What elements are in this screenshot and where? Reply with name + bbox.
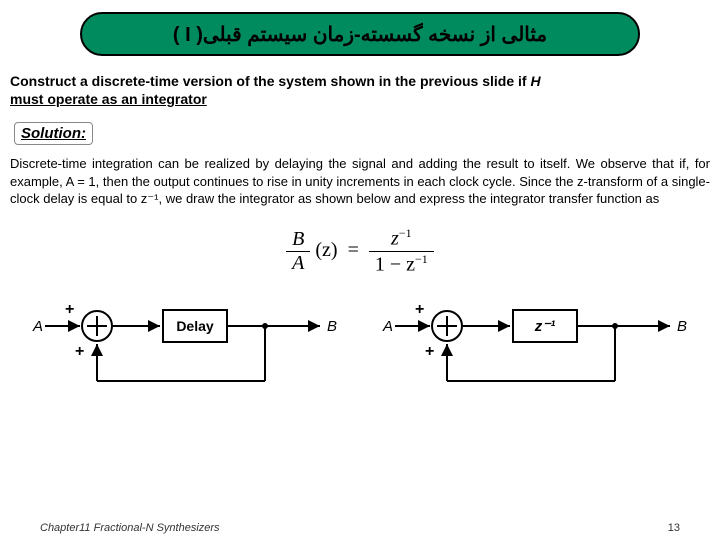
plus-top-left: + — [65, 301, 74, 318]
prompt-c: must operate as an integrator — [10, 91, 207, 107]
eq-left-den: A — [292, 252, 304, 274]
label-b-right: B — [677, 318, 687, 335]
prompt-h: H — [530, 73, 540, 89]
delay-label: Delay — [176, 318, 214, 334]
z-label: z⁻¹ — [534, 318, 555, 335]
eq-z: (z) — [315, 239, 337, 261]
label-b-left: B — [327, 318, 337, 335]
prompt-text: Construct a discrete-time version of the… — [10, 72, 710, 108]
body-text: Discrete-time integration can be realize… — [10, 155, 710, 208]
eq-left-num: B — [292, 228, 304, 250]
title-banner: مثالی از نسخه گسسته-زمان سیستم قبلی( I ) — [80, 12, 640, 56]
plus-bottom-right: + — [425, 343, 434, 360]
label-a: A — [32, 318, 43, 335]
prompt-a: Construct a discrete-time version of the… — [10, 73, 530, 89]
label-a-right: A — [382, 318, 393, 335]
footer-chapter: Chapter11 Fractional-N Synthesizers — [40, 522, 220, 534]
plus-top-right: + — [415, 301, 424, 318]
eq-right-num: z — [391, 228, 399, 250]
diagram-delay: A + Delay B + — [25, 286, 345, 406]
diagrams-row: A + Delay B + A + — [0, 286, 720, 406]
solution-label: Solution: — [14, 122, 93, 145]
diagram-z: A + z⁻¹ B + — [375, 286, 695, 406]
eq-right-den-a: 1 − z — [375, 253, 415, 275]
equation: B A (z) = z−1 1 − z−1 — [0, 226, 720, 276]
eq-right-sup: −1 — [399, 226, 412, 240]
plus-bottom-left: + — [75, 343, 84, 360]
eq-right-den-sup: −1 — [415, 252, 428, 266]
title-text: مثالی از نسخه گسسته-زمان سیستم قبلی( I ) — [173, 22, 547, 47]
footer-page: 13 — [668, 522, 680, 534]
